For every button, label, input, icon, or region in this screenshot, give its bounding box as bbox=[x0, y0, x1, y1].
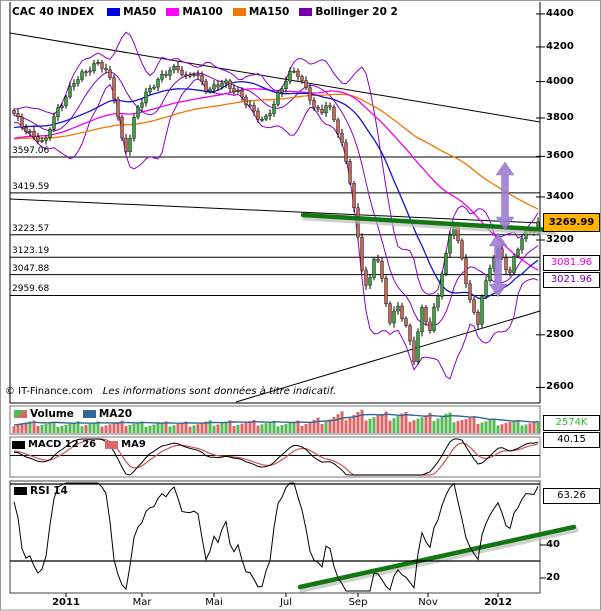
x-axis-label: Sep bbox=[348, 597, 368, 608]
x-axis-label: Mar bbox=[132, 597, 152, 608]
price-axis-label: 4200 bbox=[546, 41, 574, 52]
legend-swatch-icon bbox=[107, 8, 121, 16]
price-axis-label: 4400 bbox=[546, 8, 574, 19]
range-arrows bbox=[488, 161, 515, 298]
ma150-line bbox=[13, 93, 539, 210]
moving-averages bbox=[13, 80, 539, 300]
legend-label: RSI 14 bbox=[30, 485, 68, 497]
main-legend: CAC 40 INDEX MA50 MA100 MA150 Bollinger 20 … bbox=[12, 6, 398, 18]
x-axis-label: Nov bbox=[418, 597, 438, 608]
rsi-axis-40: 40 bbox=[546, 539, 560, 550]
legend-item: Volume bbox=[14, 408, 74, 420]
bollinger-value-box: 3021.96 bbox=[543, 272, 600, 288]
legend-label: MA50 bbox=[123, 6, 157, 18]
footer-note: © IT-Finance.com Les informations sont do… bbox=[5, 386, 336, 397]
price-axis-label: 3600 bbox=[546, 150, 574, 161]
ma50-line bbox=[13, 80, 539, 300]
black-trendlines bbox=[9, 32, 541, 403]
rsi-value-box: 63.26 bbox=[543, 488, 600, 504]
double-arrow bbox=[488, 232, 508, 298]
price-axis-ticks bbox=[536, 13, 546, 579]
rsi-axis-20: 20 bbox=[546, 572, 560, 583]
legend-label: Volume bbox=[30, 408, 74, 420]
legend-label: MACD 12 26 bbox=[28, 439, 97, 450]
disclaimer-text: Les informations sont données à titre in… bbox=[102, 386, 337, 397]
ma100-line bbox=[13, 88, 539, 271]
legend-item: MA100 bbox=[166, 6, 223, 18]
legend-label: MA20 bbox=[98, 408, 133, 420]
legend-item: MACD 12 26 bbox=[12, 439, 96, 450]
green-trendlines bbox=[297, 212, 579, 593]
legend-swatch-icon bbox=[82, 410, 96, 418]
level-label: 3123.19 bbox=[12, 246, 50, 256]
legend-label: Bollinger 20 2 bbox=[315, 6, 398, 18]
level-label: 3223.57 bbox=[12, 224, 50, 234]
price-axis-label: 4000 bbox=[546, 76, 574, 87]
legend-swatch-icon bbox=[299, 8, 313, 16]
x-axis-label: 2011 bbox=[52, 597, 80, 608]
last-price-box: 3269.99 bbox=[543, 213, 600, 232]
candlesticks bbox=[12, 59, 540, 365]
legend-item: RSI 14 bbox=[14, 485, 68, 497]
x-axis-label: 2012 bbox=[484, 597, 512, 608]
legend-item: MA9 bbox=[105, 439, 146, 450]
level-label: 3597.06 bbox=[12, 146, 50, 156]
volume-legend: Volume MA20 bbox=[14, 408, 132, 420]
legend-swatch-icon bbox=[166, 8, 180, 16]
ma100-value-box: 3081.96 bbox=[543, 255, 600, 271]
legend-item: Bollinger 20 2 bbox=[299, 6, 398, 18]
legend-swatch-icon bbox=[12, 440, 25, 449]
legend-label: MA100 bbox=[182, 6, 223, 18]
macd-value-box: 40.15 bbox=[543, 432, 600, 448]
macd-panel bbox=[10, 438, 540, 476]
legend-swatch-icon bbox=[14, 410, 27, 418]
legend-label: MA150 bbox=[248, 6, 290, 18]
price-axis-label: 3200 bbox=[546, 234, 574, 245]
copyright-text: © IT-Finance.com bbox=[5, 386, 93, 397]
price-axis-label: 3400 bbox=[546, 191, 574, 202]
legend-item: MA150 bbox=[232, 6, 290, 18]
price-axis-label: 2800 bbox=[546, 329, 574, 340]
chart-title: CAC 40 INDEX bbox=[12, 6, 95, 18]
level-label: 3419.59 bbox=[12, 182, 50, 192]
legend-item: MA20 bbox=[82, 408, 133, 420]
bollinger-bands bbox=[13, 31, 539, 380]
x-axis-label: Mai bbox=[205, 597, 223, 608]
indicator-legend: MA50 MA100 MA150 Bollinger 20 2 bbox=[107, 6, 398, 18]
legend-label: MA9 bbox=[121, 439, 146, 450]
price-axis-label: 2600 bbox=[546, 381, 574, 392]
legend-swatch-icon bbox=[232, 8, 246, 16]
double-arrow bbox=[495, 161, 515, 231]
x-axis-ticks bbox=[65, 593, 499, 597]
macd-legend: MACD 12 26 MA9 bbox=[12, 439, 146, 450]
level-label: 2959.68 bbox=[12, 284, 50, 294]
rsi-legend: RSI 14 bbox=[14, 485, 68, 497]
support-levels bbox=[10, 156, 540, 296]
legend-swatch-icon bbox=[105, 440, 119, 449]
volume-value-box: 2574K bbox=[543, 415, 600, 431]
volume-panel bbox=[12, 409, 540, 433]
rsi-panel bbox=[10, 482, 540, 592]
legend-swatch-icon bbox=[14, 487, 27, 495]
price-axis-label: 3800 bbox=[546, 112, 574, 123]
legend-item: MA50 bbox=[107, 6, 156, 18]
level-label: 3047.88 bbox=[12, 264, 50, 274]
x-axis-label: Jul bbox=[279, 597, 293, 608]
